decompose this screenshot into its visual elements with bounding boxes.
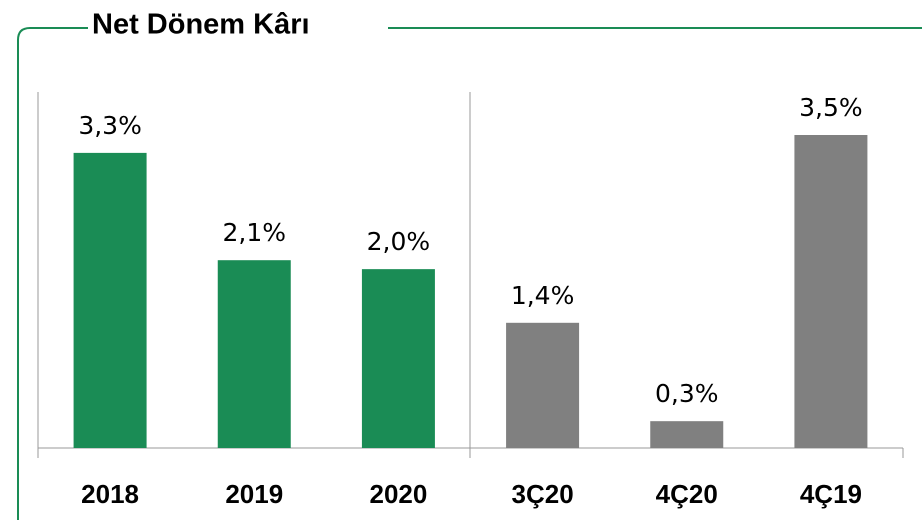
value-label: 2,0% (367, 227, 431, 256)
bar (506, 322, 580, 448)
value-label: 3,3% (78, 111, 142, 140)
bar (650, 421, 724, 448)
value-label: 0,3% (655, 379, 719, 408)
x-tick-label: 3Ç20 (512, 479, 574, 509)
bar (73, 152, 147, 448)
x-tick-label: 2019 (225, 479, 283, 509)
bar (361, 269, 435, 448)
value-label: 2,1% (222, 218, 286, 247)
frame (17, 27, 88, 520)
bar (217, 260, 291, 448)
x-tick-label: 2018 (81, 479, 139, 509)
x-tick-label: 4Ç19 (800, 479, 862, 509)
x-tick-label: 2020 (369, 479, 427, 509)
value-label: 3,5% (799, 93, 863, 122)
chart-title: Net Dönem Kârı (92, 9, 310, 41)
x-tick-label: 4Ç20 (656, 479, 718, 509)
value-label: 1,4% (511, 281, 575, 310)
bar (794, 135, 868, 448)
